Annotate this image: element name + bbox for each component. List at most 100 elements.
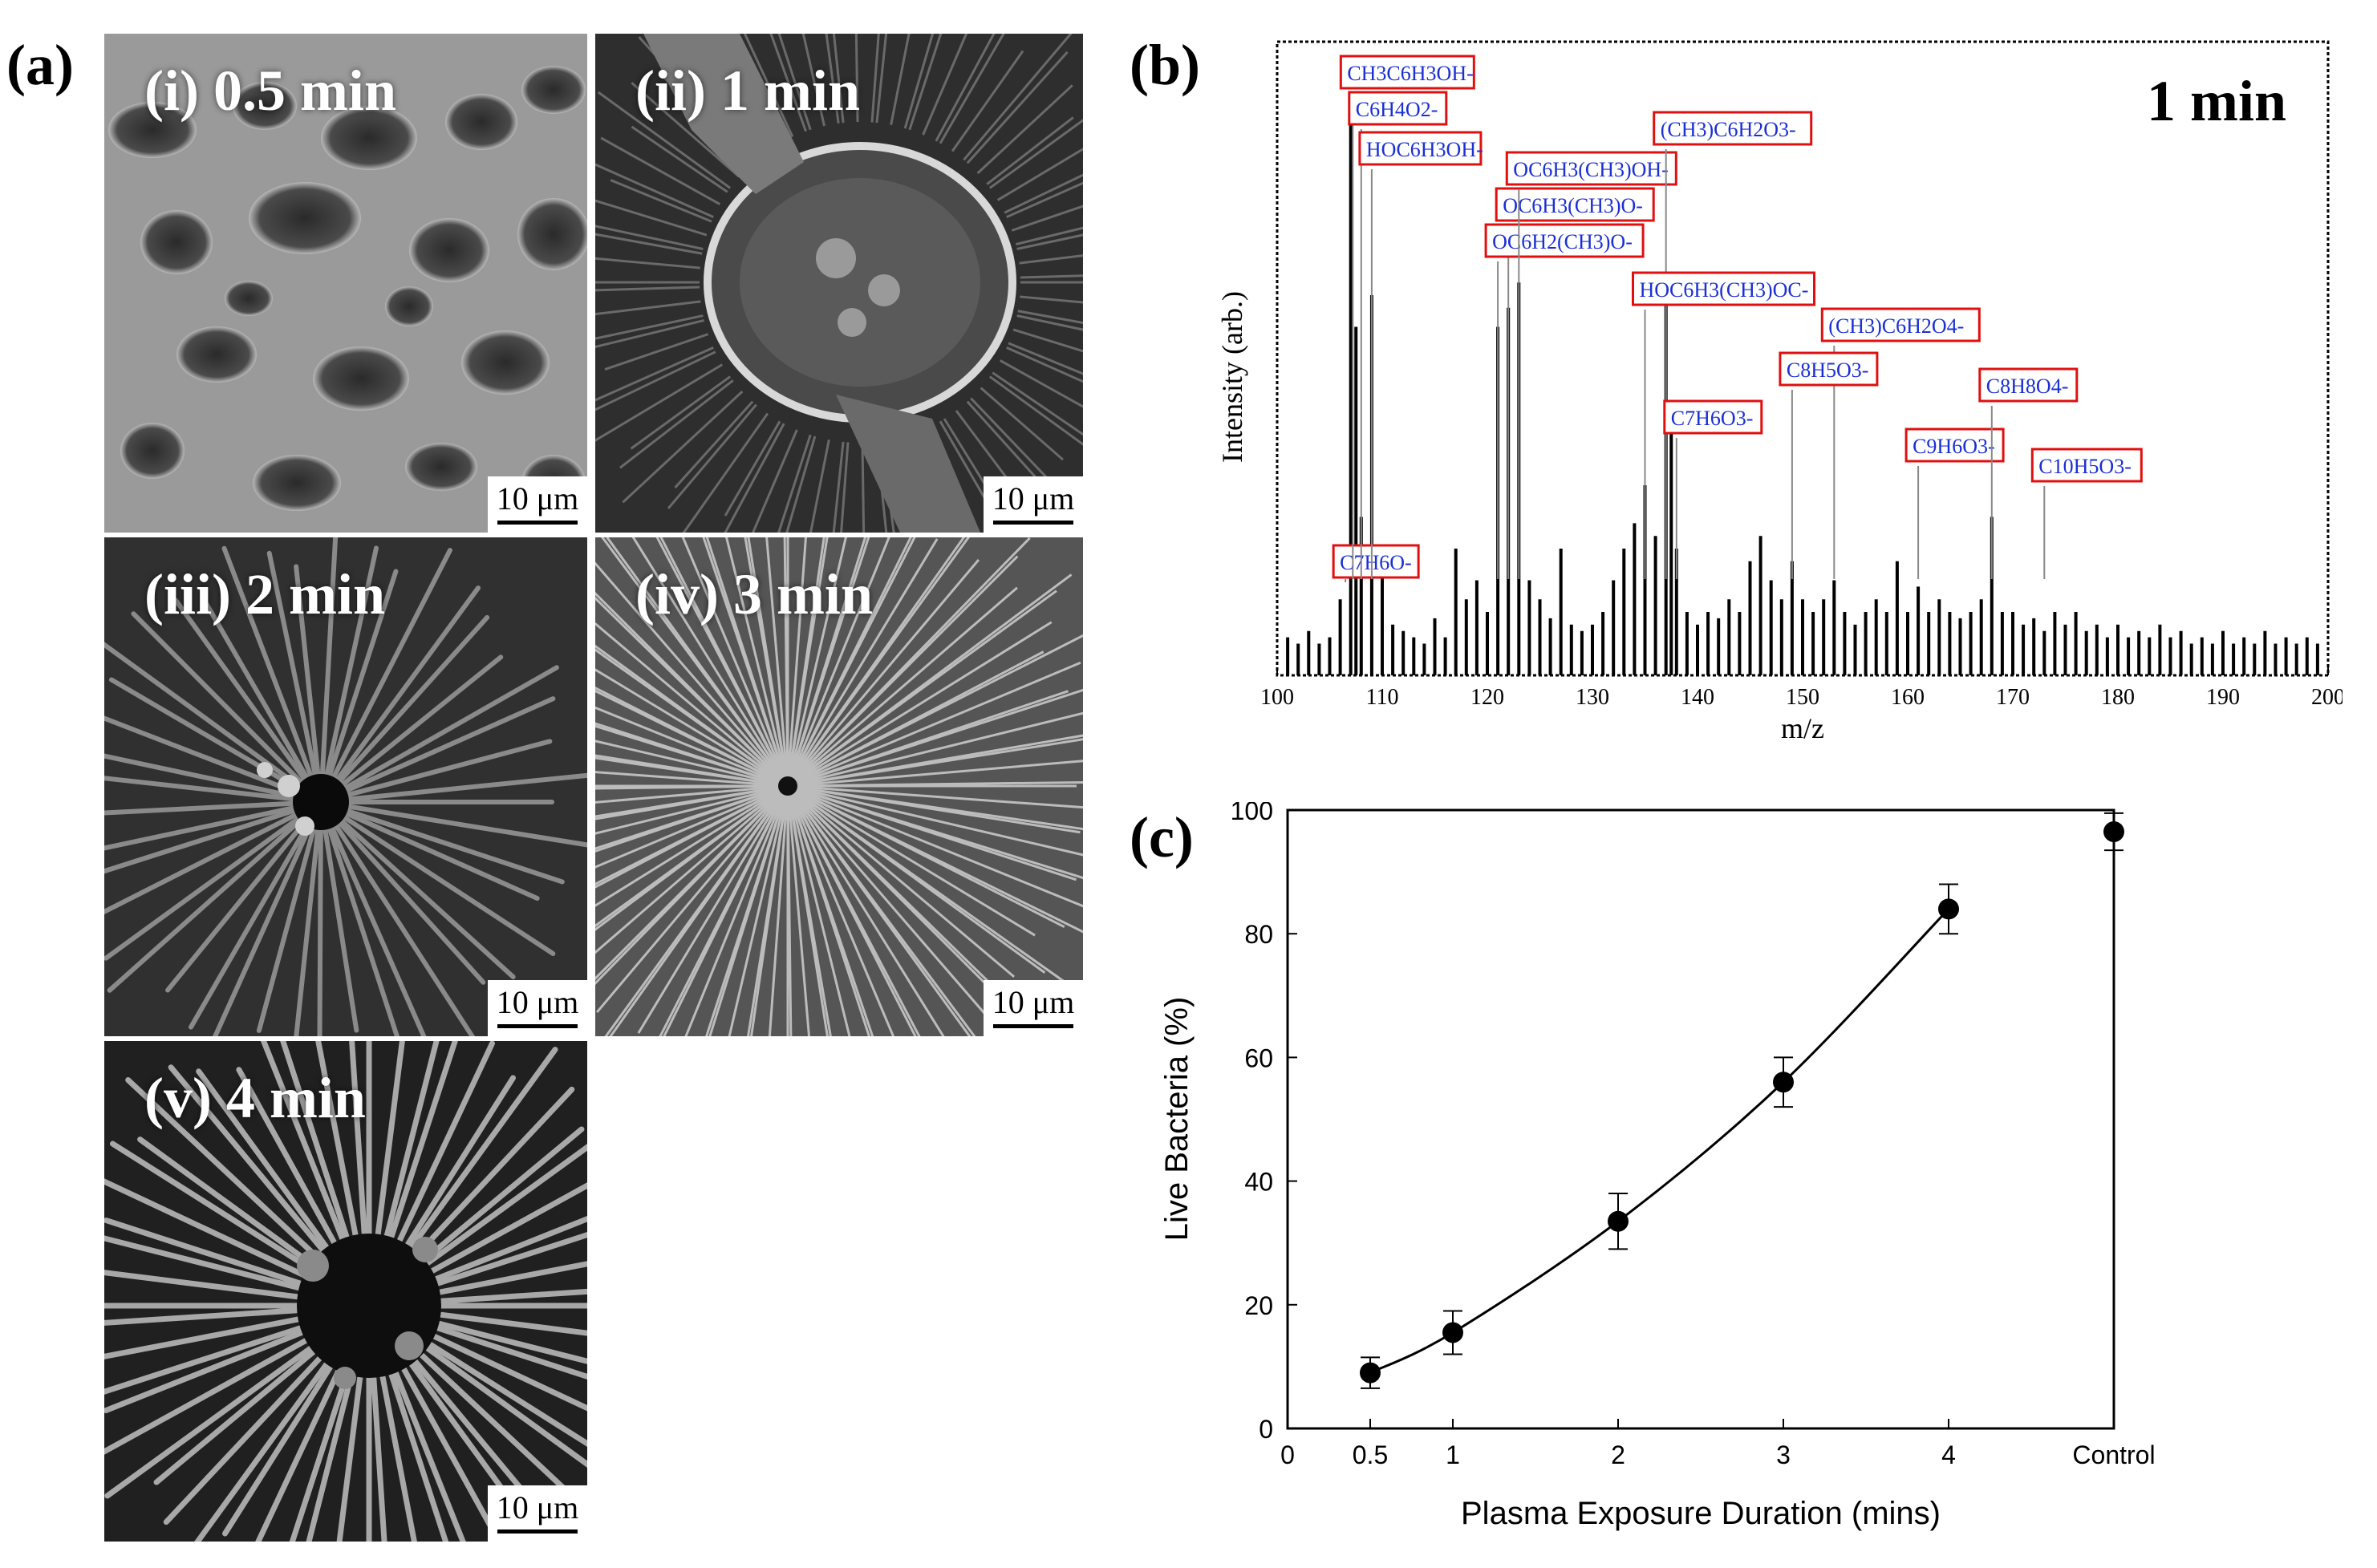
ray	[622, 390, 744, 504]
ray	[777, 34, 812, 131]
ray	[429, 1261, 587, 1297]
ray	[595, 722, 781, 785]
ray	[1006, 181, 1083, 219]
ray	[428, 1319, 587, 1364]
y-tick-label: 40	[1244, 1168, 1273, 1197]
ray	[335, 614, 490, 787]
x-tick-label: 100	[1260, 685, 1294, 710]
ray	[319, 537, 339, 781]
ray	[605, 537, 785, 780]
ray	[1020, 295, 1083, 304]
x-tick-label: 2	[1611, 1440, 1625, 1469]
annotation-label: OC6H2(CH3)O-	[1492, 230, 1633, 253]
ray	[342, 772, 587, 803]
ray	[935, 34, 996, 142]
ray	[765, 537, 789, 779]
ray	[908, 34, 943, 131]
ray	[595, 789, 782, 928]
ray	[1008, 342, 1083, 375]
ray	[1015, 226, 1083, 246]
ray	[595, 787, 781, 850]
ray	[427, 1323, 587, 1380]
ray	[400, 1075, 517, 1254]
ray	[131, 611, 306, 788]
ray	[631, 537, 785, 780]
mass-spectrum-chart: C7H6O- CH3C6H3OH- C6H4O2- HOC6H3OH- OC6H3(CH…	[1219, 40, 2343, 744]
ray	[326, 569, 399, 782]
sem-label: (ii) 1 min	[635, 59, 860, 123]
ray	[939, 34, 1005, 144]
ray	[861, 442, 866, 533]
ray	[104, 810, 302, 915]
ray	[430, 1288, 587, 1305]
y-ticks: 0 20 40 60 80 100	[1231, 802, 1297, 1444]
ray	[604, 792, 785, 1036]
ray	[104, 715, 302, 796]
ray	[595, 786, 781, 818]
ray	[789, 537, 870, 779]
ray	[418, 1340, 587, 1468]
ray	[791, 537, 971, 780]
ray	[747, 537, 788, 779]
ray	[1016, 233, 1083, 250]
panel-letter-b: (b)	[1130, 33, 1200, 97]
sem-panel-1-min: (ii) 1 min 10 μm	[594, 32, 1085, 534]
ray	[260, 1041, 348, 1250]
ray	[595, 163, 714, 219]
ray	[795, 738, 1083, 786]
annotation-box	[1632, 271, 1815, 306]
ray	[595, 363, 724, 442]
y-tick-label: 20	[1244, 1291, 1273, 1320]
ray	[768, 793, 789, 1036]
ray	[326, 822, 400, 1036]
ray	[604, 333, 709, 371]
ray	[724, 423, 785, 533]
ray	[788, 793, 851, 1036]
ray	[1016, 314, 1083, 331]
ray	[976, 84, 1073, 175]
ray	[236, 1067, 341, 1253]
annotation-label: HOC6H3OH-	[1366, 138, 1483, 161]
ray	[922, 34, 968, 136]
ray	[390, 1362, 466, 1542]
annotation-box	[1505, 151, 1677, 186]
ray	[1012, 328, 1083, 353]
annotation-label: OC6H3(CH3)OH-	[1513, 158, 1669, 181]
ray	[165, 818, 309, 993]
sem-panel-3-min: (iv) 3 min 10 μm	[594, 536, 1085, 1038]
ray	[422, 1182, 587, 1278]
ray	[789, 537, 890, 780]
ray	[795, 787, 1077, 881]
ray	[104, 1327, 313, 1413]
ray	[294, 823, 321, 1036]
ray	[793, 790, 1016, 978]
ray	[104, 1340, 320, 1499]
ray	[777, 434, 812, 533]
ray	[137, 1136, 320, 1271]
x-tick-label: 180	[2101, 685, 2135, 710]
ray	[787, 537, 807, 779]
ray	[595, 300, 701, 316]
annotation-label: C8H5O3-	[1787, 359, 1869, 382]
ray	[728, 793, 788, 1036]
ray	[1020, 274, 1083, 279]
ray	[337, 654, 504, 790]
annotation-box	[1653, 111, 1813, 146]
ray	[341, 739, 553, 799]
ray	[306, 1365, 356, 1542]
ray	[610, 179, 712, 223]
x-tick-label: Control	[2072, 1440, 2155, 1469]
ray	[378, 1366, 417, 1542]
annotation-box	[1820, 307, 1981, 342]
ray	[294, 564, 321, 781]
ray	[416, 1126, 585, 1268]
x-tick-label: 4	[1941, 1440, 1956, 1469]
ray	[266, 550, 318, 781]
x-tick-label: 130	[1576, 685, 1609, 710]
ray	[427, 1231, 587, 1289]
ray	[382, 1041, 440, 1246]
ray	[109, 1141, 318, 1274]
ray	[966, 51, 1069, 164]
ray	[788, 537, 829, 779]
ray	[659, 537, 785, 780]
